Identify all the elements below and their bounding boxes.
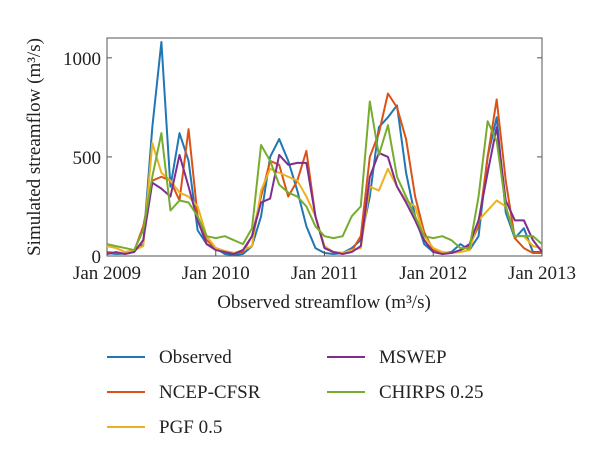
legend-item-observed: Observed	[107, 347, 232, 368]
series-line-chirps-0-25	[106, 100, 543, 252]
x-tick-label: Jan 2011	[291, 263, 358, 284]
legend-item-ncep-cfsr: NCEP-CFSR	[107, 382, 261, 403]
legend-label: MSWEP	[379, 347, 447, 368]
legend-label: PGF 0.5	[159, 417, 222, 438]
legend-item-pgf-0-5: PGF 0.5	[107, 417, 222, 438]
x-tick-label: Jan 2013	[508, 263, 576, 284]
y-tick-label: 1000	[63, 49, 101, 70]
y-tick-label: 500	[73, 148, 102, 169]
legend-label: CHIRPS 0.25	[379, 382, 484, 403]
legend: Observed NCEP-CFSR PGF 0.5 MSWEP CHIRPS 0.25	[107, 347, 484, 438]
x-tick-label: Jan 2010	[182, 263, 250, 284]
legend-label: Observed	[159, 347, 232, 368]
x-tick-label: Jan 2009	[73, 263, 141, 284]
series-layer	[106, 40, 543, 257]
ticks-layer: Jan 2009 Jan 2010 Jan 2011 Jan 2012 Jan 2013…	[63, 49, 576, 284]
x-tick-label: Jan 2012	[399, 263, 467, 284]
x-axis-label: Observed streamflow (m³/s)	[217, 292, 431, 313]
y-tick-label: 0	[92, 247, 102, 268]
y-axis-label: Simulated streamflow (m³/s)	[24, 38, 45, 256]
legend-label: NCEP-CFSR	[159, 382, 261, 403]
legend-item-chirps-0-25: CHIRPS 0.25	[327, 382, 484, 403]
legend-item-mswep: MSWEP	[327, 347, 447, 368]
